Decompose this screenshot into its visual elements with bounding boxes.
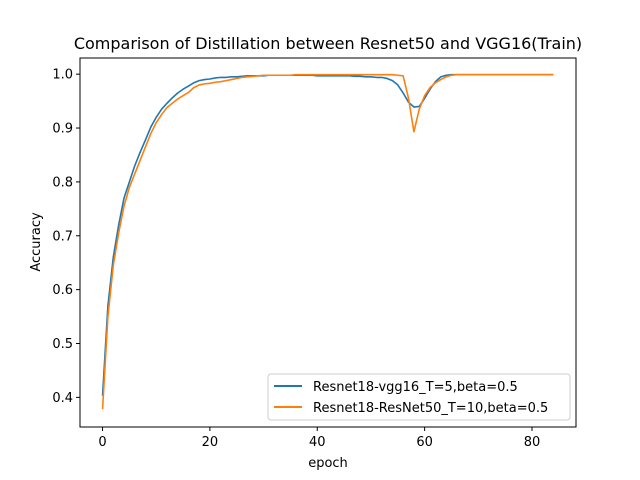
x-tick-label: 80 — [524, 435, 541, 450]
y-axis: 0.4 0.5 0.6 0.7 0.8 0.9 1.0 — [52, 68, 80, 406]
legend-box — [267, 373, 571, 421]
y-tick-label: 0.6 — [52, 283, 73, 298]
x-tick-label: 60 — [416, 435, 433, 450]
y-tick-label: 1.0 — [52, 68, 73, 83]
legend: Resnet18-vgg16_T=5,beta=0.5 Resnet18-Res… — [267, 373, 571, 421]
legend-label-series-1: Resnet18-vgg16_T=5,beta=0.5 — [313, 380, 518, 395]
y-tick-label: 0.9 — [52, 122, 73, 137]
x-tick-label: 40 — [309, 435, 326, 450]
y-tick-label: 0.8 — [52, 175, 73, 190]
y-tick-label: 0.4 — [52, 391, 73, 406]
x-tick-label: 0 — [98, 435, 106, 450]
x-axis-label: epoch — [308, 456, 348, 471]
x-axis: 0 20 40 60 80 — [98, 427, 540, 450]
y-tick-label: 0.5 — [52, 337, 73, 352]
plot-frame — [79, 57, 577, 428]
x-tick-label: 20 — [202, 435, 219, 450]
series-line-2 — [101, 73, 554, 410]
chart-title: Comparison of Distillation between Resne… — [74, 34, 582, 53]
legend-label-series-2: Resnet18-ResNet50_T=10,beta=0.5 — [313, 401, 548, 416]
series-line-1 — [101, 73, 554, 396]
plot-lines — [101, 73, 554, 410]
y-tick-label: 0.7 — [52, 229, 73, 244]
y-axis-label: Accuracy — [29, 212, 44, 272]
